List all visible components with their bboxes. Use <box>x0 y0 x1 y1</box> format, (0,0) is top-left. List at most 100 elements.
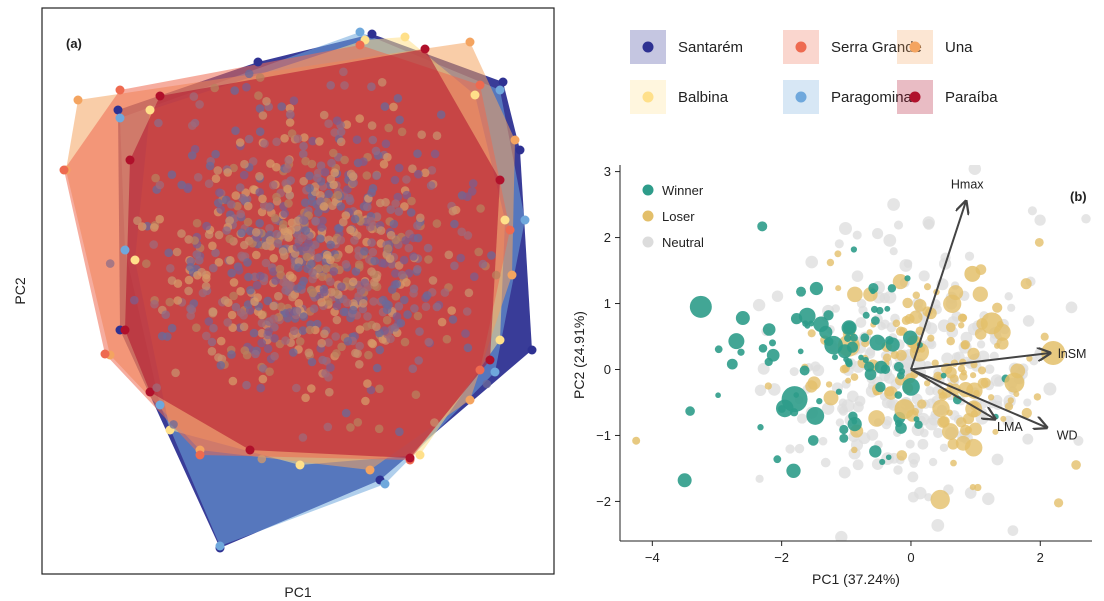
observation-point <box>324 297 333 306</box>
observation-point <box>413 311 423 321</box>
observation-point <box>299 176 309 186</box>
observation-point <box>318 355 327 365</box>
observation-point <box>184 286 193 296</box>
observation-point <box>366 216 376 226</box>
observation-point <box>284 156 293 165</box>
observation-point <box>301 226 311 235</box>
observation-point <box>240 159 249 169</box>
observation-point <box>308 288 318 298</box>
loser-point <box>958 322 965 329</box>
observation-point <box>214 198 223 208</box>
hull-vertex-point <box>215 541 225 551</box>
observation-point <box>186 304 195 313</box>
winner-point <box>804 323 811 329</box>
x-tick-label: 2 <box>1037 550 1044 565</box>
observation-point <box>339 217 348 227</box>
neutral-point <box>1027 206 1037 216</box>
observation-point <box>235 183 245 192</box>
winner-point <box>798 307 816 325</box>
neutral-point <box>923 219 935 230</box>
observation-point <box>363 282 373 292</box>
loading-arrow <box>910 368 995 418</box>
loser-point <box>764 382 772 390</box>
observation-point <box>409 252 418 261</box>
winner-point <box>823 338 830 345</box>
observation-point <box>300 133 309 142</box>
winner-point <box>737 348 745 356</box>
loser-point <box>1040 332 1049 341</box>
observation-point <box>332 116 342 125</box>
observation-point <box>289 96 299 105</box>
observation-point <box>343 337 353 346</box>
hull-vertex-point <box>253 57 263 67</box>
observation-point <box>257 207 267 217</box>
hull-vertex-point <box>195 450 205 460</box>
hull-vertex-point <box>155 400 165 410</box>
loser-point <box>974 328 987 340</box>
observation-point <box>237 228 246 238</box>
observation-point <box>406 208 416 217</box>
y-tick-label: −1 <box>596 428 611 443</box>
observation-point <box>420 168 430 178</box>
hull-vertex-point <box>113 105 123 115</box>
neutral-point <box>924 493 933 502</box>
loser-point <box>987 394 995 401</box>
winner-point <box>839 424 849 435</box>
neutral-point <box>899 259 913 272</box>
loading-arrow <box>910 201 966 370</box>
observation-point <box>380 102 390 111</box>
observation-point <box>414 169 423 179</box>
neutral-point <box>976 340 986 349</box>
observation-point <box>330 168 340 177</box>
observation-point <box>482 379 492 389</box>
observation-point <box>307 384 316 393</box>
loser-point <box>850 373 859 381</box>
observation-point <box>324 373 333 382</box>
neutral-point <box>1007 525 1019 536</box>
observation-point <box>161 310 170 320</box>
winner-point <box>847 416 862 432</box>
loser-point <box>1033 393 1042 401</box>
observation-point <box>391 199 400 208</box>
observation-point <box>395 115 405 125</box>
observation-point <box>351 267 361 276</box>
observation-point <box>317 338 327 348</box>
observation-point <box>225 216 234 225</box>
observation-point <box>320 287 329 297</box>
observation-point <box>284 199 293 208</box>
observation-point <box>394 163 404 173</box>
winner-point <box>850 333 858 342</box>
observation-point <box>341 260 351 269</box>
observation-point <box>317 298 326 307</box>
hull-vertex-point <box>465 395 475 405</box>
observation-point <box>366 385 376 395</box>
observation-point <box>309 304 319 314</box>
observation-point <box>329 180 339 190</box>
neutral-point <box>1065 301 1078 314</box>
observation-point <box>271 276 280 285</box>
loser-point <box>1007 397 1014 404</box>
observation-point <box>393 94 403 103</box>
winner-point <box>786 463 801 478</box>
observation-point <box>211 248 220 258</box>
neutral-point <box>821 402 835 415</box>
panel-a: (a) PC1 PC2 <box>12 7 555 600</box>
loser-point <box>913 298 927 312</box>
observation-point <box>229 291 238 301</box>
neutral-point <box>852 230 862 240</box>
observation-point <box>207 347 217 356</box>
observation-point <box>355 325 365 334</box>
observation-point <box>368 247 378 257</box>
observation-point <box>423 243 433 253</box>
loser-point <box>960 424 971 436</box>
observation-point <box>386 205 396 214</box>
hull-vertex-point <box>130 255 140 265</box>
observation-point <box>231 191 241 200</box>
observation-point <box>311 216 320 226</box>
observation-point <box>165 297 175 307</box>
neutral-point <box>886 399 896 409</box>
loser-point <box>941 423 959 440</box>
observation-point <box>214 230 224 240</box>
observation-point <box>236 287 245 296</box>
loser-point <box>974 483 982 492</box>
